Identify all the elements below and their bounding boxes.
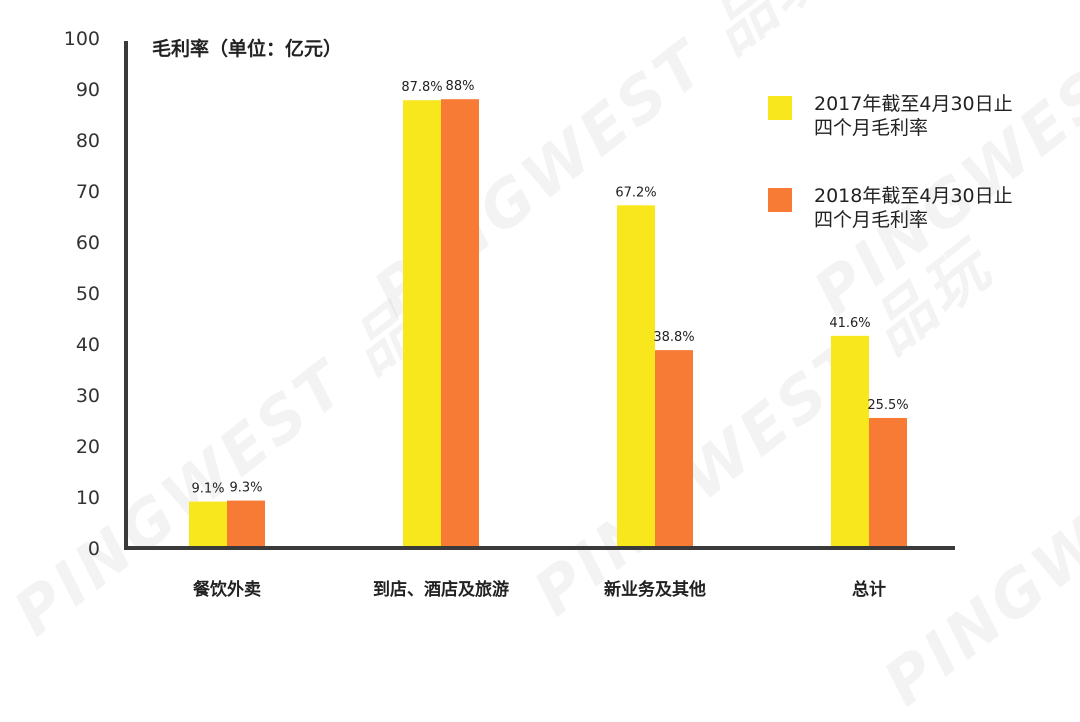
- x-tick-label: 餐饮外卖: [193, 579, 261, 600]
- bar-2017: [831, 335, 869, 548]
- y-tick-label: 100: [64, 28, 100, 50]
- y-tick-label: 90: [76, 79, 100, 101]
- bar-2017: [189, 501, 227, 548]
- y-tick-label: 10: [76, 487, 100, 509]
- bar-2018: [227, 500, 265, 548]
- bar-value-label: 25.5%: [867, 398, 908, 413]
- y-tick-label: 70: [76, 181, 100, 203]
- bar-2017: [617, 205, 655, 548]
- bar-value-label: 9.3%: [229, 481, 262, 496]
- x-tick-label: 总计: [852, 579, 886, 600]
- bar-value-label: 41.6%: [829, 316, 870, 331]
- bar-value-label: 9.1%: [191, 482, 224, 497]
- legend-swatch-2017: [768, 96, 792, 120]
- legend-label-2017-line2: 四个月毛利率: [814, 117, 929, 139]
- y-tick-label: 60: [76, 232, 100, 254]
- bar-value-label: 87.8%: [401, 80, 442, 95]
- x-tick-label: 新业务及其他: [604, 579, 706, 600]
- bar-value-label: 67.2%: [615, 185, 656, 200]
- y-tick-label: 30: [76, 385, 100, 407]
- bar-2018: [869, 417, 907, 548]
- bar-chart: 0 10 20 30 40 50 60 70 80 90 100 9.1% 87.8% 67.2% 41.…: [64, 28, 955, 600]
- bar-2018: [441, 99, 479, 548]
- bar-2017: [403, 100, 441, 548]
- bar-2018: [655, 350, 693, 548]
- bar-value-labels: 9.1% 87.8% 67.2% 41.6% 9.3% 88% 38.8% 25.5%: [191, 79, 908, 496]
- bar-value-label: 38.8%: [653, 330, 694, 345]
- y-tick-label: 20: [76, 436, 100, 458]
- x-tick-label: 到店、酒店及旅游: [373, 579, 509, 600]
- y-axis-ticks: 0 10 20 30 40 50 60 70 80 90 100: [64, 28, 100, 560]
- y-tick-label: 40: [76, 334, 100, 356]
- legend-label-2017-line1: 2017年截至4月30日止: [814, 93, 1013, 115]
- legend-label-2018-line1: 2018年截至4月30日止: [814, 185, 1013, 207]
- chart-title: 毛利率（单位：亿元）: [152, 37, 342, 60]
- y-tick-label: 0: [88, 538, 100, 560]
- legend-swatch-2018: [768, 188, 792, 212]
- y-tick-label: 50: [76, 283, 100, 305]
- legend-label-2018-line2: 四个月毛利率: [814, 209, 929, 231]
- bar-value-label: 88%: [446, 79, 475, 94]
- x-axis-ticks: 餐饮外卖 到店、酒店及旅游 新业务及其他 总计: [193, 579, 886, 600]
- y-tick-label: 80: [76, 130, 100, 152]
- bars: [189, 99, 907, 548]
